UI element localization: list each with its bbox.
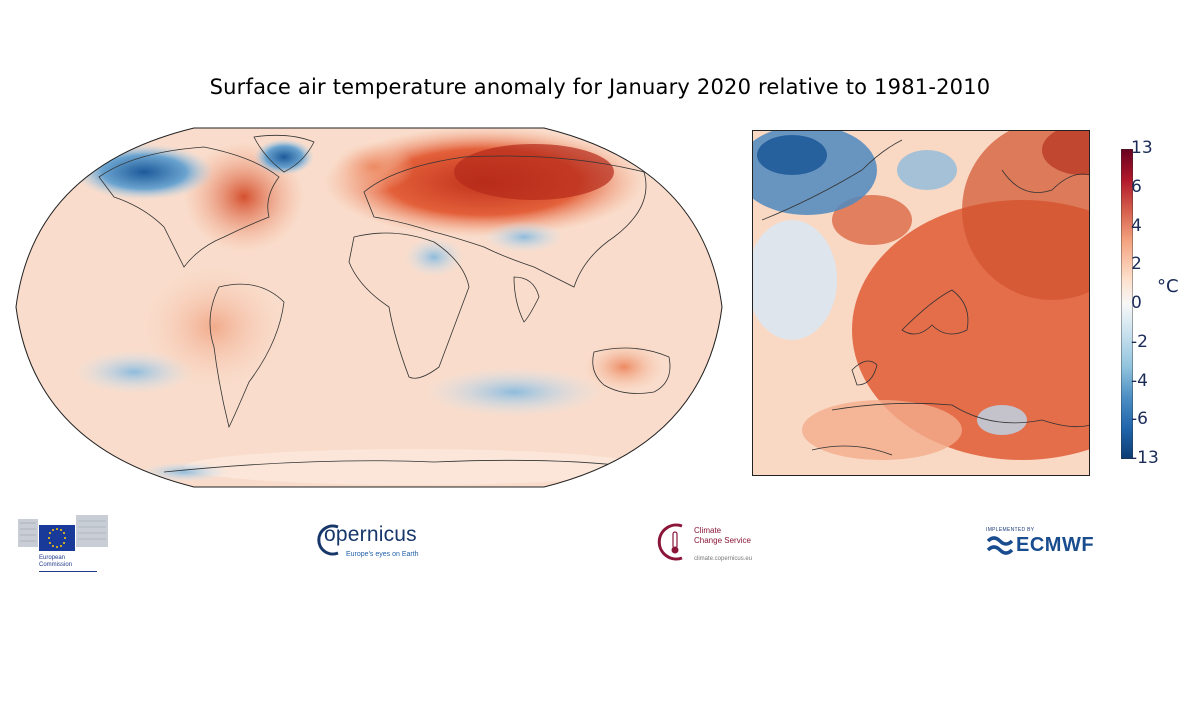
colorbar-tick: 0 [1131, 293, 1142, 313]
colorbar-tick: -4 [1131, 371, 1148, 391]
colorbar-unit: °C [1157, 276, 1179, 297]
colorbar-tick: 4 [1131, 216, 1142, 236]
chart-title: Surface air temperature anomaly for Janu… [209, 75, 991, 99]
ecmwf-logo: IMPLEMENTED BY ECMWF [986, 527, 1095, 556]
europe-anomaly-map [752, 130, 1090, 476]
world-anomaly-map [15, 127, 723, 488]
thermometer-icon [657, 523, 683, 561]
climate-change-service-logo: Climate Change Service climate.copernicu… [652, 520, 782, 566]
colorbar [1121, 149, 1133, 459]
ec-building-icon [18, 515, 108, 551]
colorbar-tick: -13 [1131, 448, 1159, 468]
colorbar-tick: 13 [1131, 138, 1153, 158]
european-commission-logo: European Commission [18, 513, 113, 575]
colorbar-tick: 6 [1131, 177, 1142, 197]
c3s-logo-text: Climate Change Service [694, 526, 751, 545]
colorbar-tick: -2 [1131, 332, 1148, 352]
copernicus-logo: opernicus Europe's eyes on Earth [316, 519, 428, 565]
colorbar-tick: -6 [1131, 409, 1148, 429]
ec-logo-text: European Commission [39, 555, 73, 568]
copernicus-c-icon [317, 524, 339, 556]
ecmwf-wave-icon [986, 536, 1014, 555]
colorbar-tick: 2 [1131, 254, 1142, 274]
